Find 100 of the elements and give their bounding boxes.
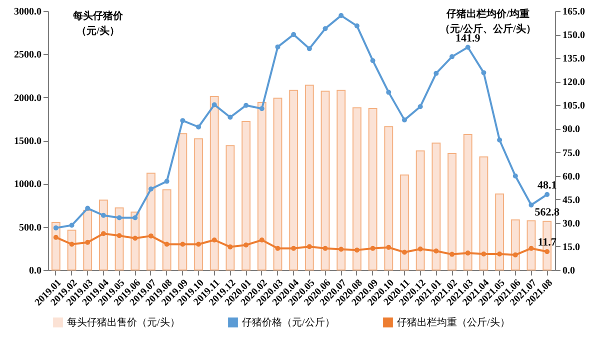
point bbox=[338, 246, 344, 252]
bar bbox=[479, 156, 488, 270]
point bbox=[338, 13, 344, 18]
bar bbox=[432, 142, 441, 270]
point bbox=[434, 70, 439, 76]
annotation: 141.9 bbox=[455, 32, 481, 44]
y-tick-label: 3000.0 bbox=[14, 6, 42, 18]
point bbox=[132, 215, 138, 220]
legend-label: 仔猪价格（元/公斤） bbox=[242, 316, 335, 328]
bar bbox=[226, 145, 235, 270]
y2-tick-label: 30.0 bbox=[562, 218, 580, 230]
point bbox=[244, 102, 249, 108]
y2-tick-label: 135.0 bbox=[562, 54, 585, 65]
y-tick-label: 500.0 bbox=[19, 222, 42, 234]
legend-label: 仔猪出栏均重（公斤/头） bbox=[397, 316, 510, 328]
point bbox=[386, 244, 392, 250]
point bbox=[512, 173, 518, 178]
bar bbox=[162, 189, 172, 270]
bar bbox=[257, 102, 266, 270]
bar bbox=[83, 210, 92, 270]
y-axis-title: 每头仔猪价（元/头） bbox=[72, 10, 124, 37]
bar bbox=[210, 96, 219, 270]
y-tick-label: 2000.0 bbox=[14, 92, 42, 104]
bar bbox=[289, 90, 298, 270]
bar bbox=[526, 220, 536, 270]
y2-tick-label: 90.0 bbox=[562, 124, 580, 136]
bar bbox=[368, 108, 378, 270]
y2-tick-label: 45.0 bbox=[562, 194, 580, 206]
point bbox=[100, 231, 106, 236]
annotation: 11.7 bbox=[538, 236, 557, 249]
point bbox=[180, 242, 186, 247]
point bbox=[148, 186, 154, 192]
y2-tick-label: 60.0 bbox=[562, 171, 580, 182]
point bbox=[402, 250, 407, 255]
y2-tick-label: 150.0 bbox=[562, 30, 585, 42]
point bbox=[354, 248, 360, 253]
point bbox=[212, 102, 217, 108]
bar bbox=[448, 152, 456, 270]
point bbox=[116, 215, 122, 220]
point bbox=[259, 238, 264, 243]
bar bbox=[384, 126, 394, 270]
point bbox=[53, 225, 58, 230]
point bbox=[148, 233, 154, 238]
bar bbox=[114, 207, 124, 270]
point bbox=[275, 44, 280, 50]
bar bbox=[495, 194, 504, 270]
y2-axis-title: 仔猪出栏均价/均重（元/公斤、公斤/头） bbox=[440, 8, 536, 35]
point bbox=[450, 54, 455, 60]
point bbox=[196, 124, 202, 130]
bar bbox=[320, 90, 330, 270]
point bbox=[481, 251, 486, 256]
bar bbox=[304, 84, 314, 270]
point bbox=[465, 44, 470, 50]
point bbox=[212, 238, 217, 243]
point bbox=[275, 246, 280, 251]
point bbox=[85, 240, 90, 245]
point bbox=[322, 26, 328, 32]
annotation: 48.1 bbox=[537, 180, 557, 192]
point bbox=[497, 138, 502, 143]
point bbox=[370, 246, 376, 251]
point bbox=[259, 106, 264, 112]
bar bbox=[352, 107, 362, 270]
point bbox=[180, 118, 186, 124]
point bbox=[481, 70, 486, 76]
point bbox=[450, 252, 455, 257]
point bbox=[116, 233, 122, 238]
y-tick-label: 1500.0 bbox=[14, 136, 42, 147]
y2-tick-label: 105.0 bbox=[562, 100, 585, 112]
y2-tick-label: 75.0 bbox=[562, 148, 580, 159]
point bbox=[497, 251, 502, 256]
point bbox=[544, 249, 550, 254]
bar bbox=[336, 90, 346, 270]
point bbox=[228, 244, 233, 250]
y2-tick-label: 0.0 bbox=[562, 266, 575, 276]
bar bbox=[400, 174, 409, 270]
bar bbox=[242, 121, 251, 270]
bar bbox=[273, 98, 282, 270]
bar bbox=[178, 133, 188, 270]
point bbox=[354, 23, 360, 28]
point bbox=[306, 244, 312, 250]
y2-tick-label: 165.0 bbox=[562, 6, 585, 18]
bar bbox=[463, 134, 472, 270]
point bbox=[528, 246, 534, 251]
point bbox=[370, 58, 376, 64]
bar bbox=[98, 200, 108, 270]
bar bbox=[510, 219, 520, 270]
point bbox=[100, 212, 106, 218]
point bbox=[512, 252, 518, 258]
point bbox=[465, 250, 470, 256]
point bbox=[69, 242, 74, 247]
point bbox=[244, 242, 249, 248]
bar bbox=[194, 138, 203, 270]
y-tick-label: 1000.0 bbox=[14, 179, 42, 190]
y-tick-label: 2500.0 bbox=[14, 50, 42, 61]
y2-tick-label: 120.0 bbox=[562, 77, 585, 88]
annotation: 562.8 bbox=[534, 206, 560, 218]
point bbox=[322, 246, 328, 251]
bar bbox=[67, 230, 76, 270]
point bbox=[228, 114, 233, 120]
point bbox=[164, 242, 170, 247]
